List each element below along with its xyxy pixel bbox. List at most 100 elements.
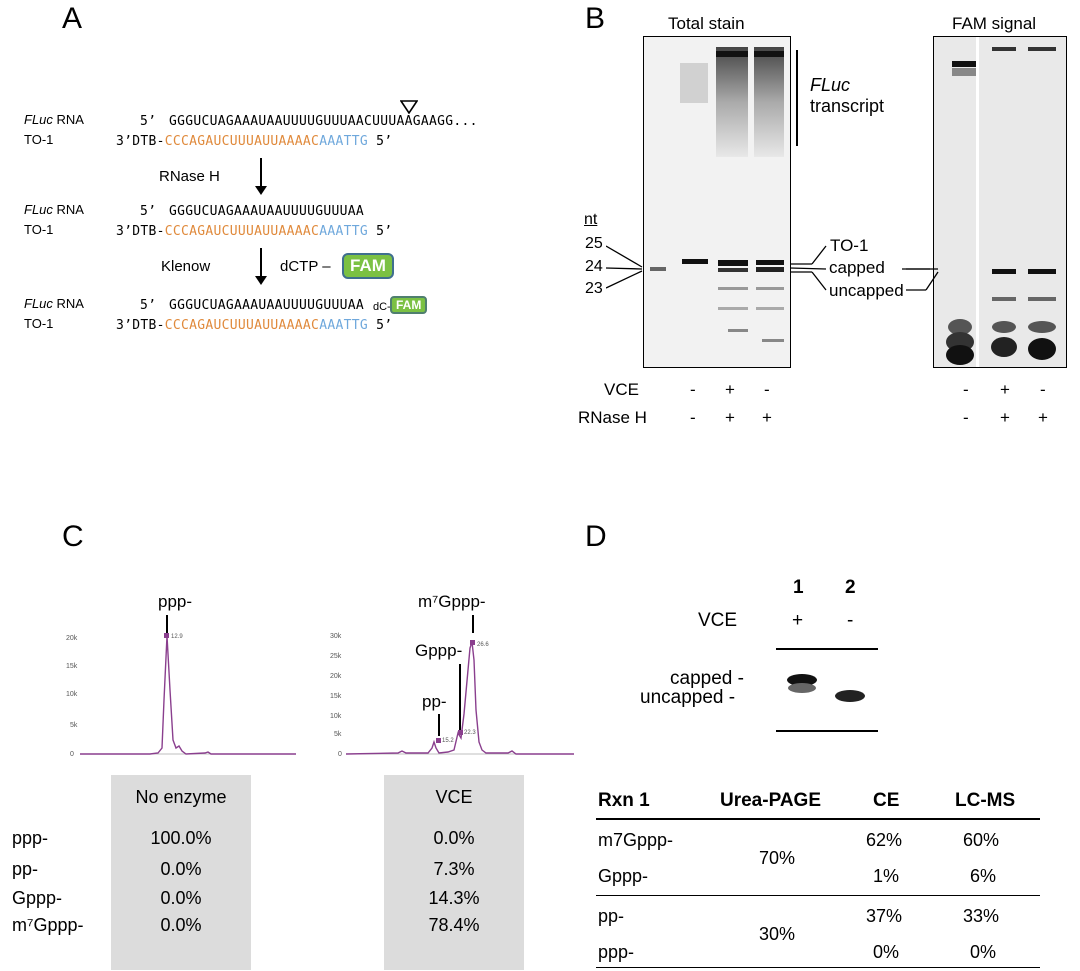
- fluc-rna-label-2: FLuc RNA: [24, 202, 84, 217]
- ce-gppp: 1%: [873, 866, 900, 886]
- vce-sign-gel1-lane3: -: [764, 380, 770, 399]
- lane-2-label: 2: [845, 577, 856, 598]
- panel-label-a: A: [62, 2, 83, 35]
- vce-table-bg: [384, 775, 524, 970]
- rnaseh-sign-gel2-lane1: -: [963, 408, 969, 427]
- to1-sequence-3: 3’DTB-CCCAGAUCUUUAUUAAAACAAATTG 5’: [116, 318, 393, 333]
- peak-marker: [436, 738, 441, 743]
- lcms-ppp: 0%: [970, 942, 997, 962]
- lcms-gppp: 6%: [970, 866, 997, 886]
- no-enzyme-header: No enzyme: [135, 787, 227, 807]
- lane-1-label: 1: [793, 577, 804, 598]
- nt-marker-25: 25: [585, 235, 603, 252]
- fluc-sequence-full: GGGUCUAGAAAUAAUUUUGUUUAACUUUAAGAAGG...: [169, 114, 478, 129]
- panel-label-b: B: [585, 2, 606, 35]
- chromatogram-no-enzyme: 20k 15k 10k 5k 0 12.9: [66, 633, 296, 758]
- trace-vce: [345, 641, 574, 755]
- row-label-pp-d: pp-: [598, 906, 625, 926]
- capped-band-label: capped: [829, 258, 885, 277]
- to1-label-1: TO-1: [24, 132, 54, 147]
- total-stain-gel-image: [650, 47, 784, 342]
- row-label-m7gppp-d: m7Gppp-: [598, 830, 674, 850]
- y-tick-15k: 15k: [330, 693, 342, 700]
- rnaseh-sign-gel2-lane2: +: [1000, 408, 1010, 427]
- total-stain-gel: [643, 36, 791, 368]
- table-header-rule: [596, 818, 1040, 820]
- y-tick-10k: 10k: [66, 691, 78, 698]
- uncapped-band-label: uncapped: [829, 281, 904, 300]
- five-prime-1: 5’: [140, 114, 157, 129]
- to1-label-2: TO-1: [24, 222, 54, 237]
- down-arrow-icon: [255, 248, 267, 285]
- no-enzyme-m7gppp: 0.0%: [160, 915, 202, 935]
- y-tick-20k: 20k: [330, 673, 342, 680]
- vce-sign-gel1-lane2: +: [725, 380, 735, 399]
- vce-m7gppp: 78.4%: [428, 915, 480, 935]
- panel-label-d: D: [585, 520, 607, 553]
- fam-signal-gel-image: [946, 37, 1056, 367]
- rnaseh-sign-gel1-lane3: +: [762, 408, 772, 427]
- to1-sequence-2: 3’DTB-CCCAGAUCUUUAUUAAAACAAATTG 5’: [116, 224, 393, 239]
- m7gppp-peak-tick: [472, 615, 474, 633]
- ppp-peak-tick: [166, 615, 168, 633]
- y-tick-20k: 20k: [66, 635, 78, 642]
- rnase-h-step-label: RNase H: [159, 168, 220, 185]
- peak-value-26-6: 26.6: [477, 642, 489, 648]
- no-enzyme-ppp: 100.0%: [150, 828, 212, 848]
- five-prime-3: 5’: [140, 298, 157, 313]
- ce-ppp: 0%: [873, 942, 900, 962]
- gppp-peak-label: Gppp-: [415, 641, 463, 660]
- dc-extension: dC-: [373, 301, 391, 313]
- vce-ppp: 0.0%: [433, 828, 475, 848]
- vce-sign-gel2-lane3: -: [1040, 380, 1046, 399]
- lcms-m7gppp: 60%: [963, 830, 1000, 850]
- table-header-urea-page: Urea-PAGE: [720, 790, 822, 811]
- pp-peak-tick: [438, 714, 440, 736]
- rnaseh-sign-gel1-lane1: -: [690, 408, 696, 427]
- y-tick-10k: 10k: [330, 713, 342, 720]
- cleavage-triangle-icon: [400, 100, 418, 114]
- klenow-step-label: Klenow: [161, 258, 211, 275]
- fam-tag-large: FAM: [342, 253, 394, 279]
- gel-d-bottom-line: [776, 730, 878, 732]
- to1-sequence-1: 3’DTB-CCCAGAUCUUUAUUAAAACAAATTG 5’: [116, 134, 393, 149]
- uncapped-label-d: uncapped -: [640, 687, 736, 708]
- ppp-peak-label: ppp-: [158, 592, 193, 611]
- rnaseh-sign-gel2-lane3: +: [1038, 408, 1048, 427]
- peak-value-22-3: 22.3: [464, 730, 476, 736]
- fluc-rna-label-3: FLuc RNA: [24, 296, 84, 311]
- dctp-label: dCTP –: [280, 258, 331, 275]
- peak-marker: [470, 640, 475, 645]
- peak-value-12-9: 12.9: [171, 634, 183, 640]
- no-enzyme-table-bg: [111, 775, 251, 970]
- fam-signal-gel: [933, 36, 1067, 368]
- fluc-transcript-label: FLuc transcript: [810, 75, 885, 116]
- vce-row-label: VCE: [604, 380, 639, 399]
- peak-marker: [164, 633, 169, 638]
- rnaseh-row-label: RNase H: [578, 408, 647, 427]
- vce-sign-gel2-lane2: +: [1000, 380, 1010, 399]
- five-prime-2: 5’: [140, 204, 157, 219]
- vce-sign-gel2-lane1: -: [963, 380, 969, 399]
- total-stain-title: Total stain: [668, 14, 745, 33]
- urea-page-capped-value: 70%: [759, 848, 796, 868]
- rnaseh-sign-gel1-lane2: +: [725, 408, 735, 427]
- no-enzyme-gppp: 0.0%: [160, 888, 202, 908]
- table-bottom-rule: [596, 967, 1040, 968]
- row-label-m7gppp: m⁷Gppp-: [12, 915, 84, 935]
- vce-sign-gel1-lane1: -: [690, 380, 696, 399]
- y-tick-5k: 5k: [334, 731, 342, 738]
- urea-page-uncapped-value: 30%: [759, 924, 796, 944]
- vce-lane2-sign: -: [847, 610, 854, 631]
- fluc-sequence-cleaved: GGGUCUAGAAAUAAUUUUGUUUAA: [169, 204, 365, 219]
- to1-band-label: TO-1: [830, 236, 869, 255]
- vce-label-d: VCE: [698, 610, 738, 631]
- fam-tag-small: FAM: [390, 296, 428, 314]
- row-label-pp: pp-: [12, 859, 39, 879]
- vce-header: VCE: [435, 787, 473, 807]
- transcript-bracket: [796, 50, 798, 146]
- ce-m7gppp: 62%: [866, 830, 903, 850]
- fam-signal-title: FAM signal: [952, 14, 1037, 33]
- nt-marker-lines: [606, 245, 643, 289]
- nt-marker-23: 23: [585, 280, 603, 297]
